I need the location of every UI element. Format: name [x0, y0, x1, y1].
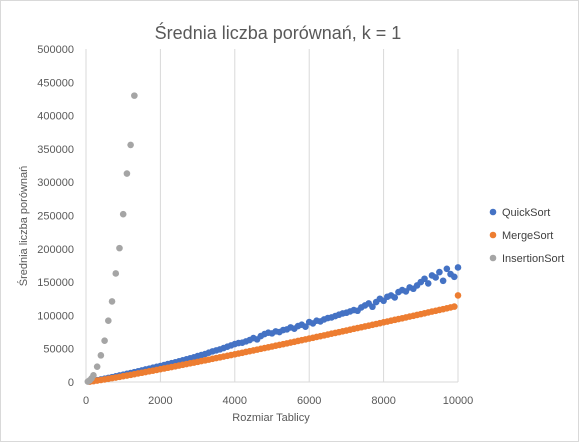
y-tick-label: 450000	[37, 77, 74, 89]
insertionsort-point	[90, 372, 97, 379]
x-tick-label: 6000	[297, 395, 321, 407]
legend: QuickSort MergeSort InsertionSort	[489, 207, 564, 265]
quicksort-point	[436, 268, 443, 276]
tick-layer: 0 2000 4000 6000 8000 10000050000100000150000…	[37, 44, 473, 407]
quicksort-point	[421, 275, 428, 283]
y-tick-label: 350000	[37, 144, 74, 156]
mergesort-point	[450, 303, 458, 310]
y-tick-label: 300000	[37, 177, 74, 189]
insertionsort-point	[123, 170, 131, 177]
x-axis-label: Rozmiar Tablicy	[232, 412, 310, 424]
y-tick-label: 400000	[37, 111, 74, 123]
axis-layer	[85, 49, 458, 383]
quicksort-point	[369, 303, 376, 311]
insertionsort-point	[97, 352, 105, 359]
legend-label-insertionsort: InsertionSort	[502, 253, 564, 265]
x-tick-label: 0	[83, 395, 89, 407]
legend-label-mergesort: MergeSort	[502, 230, 553, 242]
x-tick-label: 8000	[371, 395, 395, 407]
y-tick-label: 0	[68, 377, 74, 389]
quicksort-point	[454, 264, 462, 271]
grid-layer	[159, 49, 459, 382]
y-tick-label: 100000	[37, 310, 74, 322]
quicksort-point	[439, 277, 447, 285]
quicksort-point	[450, 273, 458, 281]
insertionsort-point	[112, 270, 120, 277]
legend-marker-quicksort	[489, 208, 497, 216]
quicksort-point	[432, 274, 439, 281]
y-tick-label: 200000	[37, 244, 74, 256]
series-quicksort	[86, 264, 462, 385]
quicksort-point	[302, 323, 309, 331]
y-axis-label: Średnia liczba porównań	[17, 166, 30, 286]
y-tick-label: 250000	[37, 211, 74, 223]
legend-marker-mergesort	[489, 231, 497, 239]
x-tick-label: 2000	[148, 395, 172, 407]
quicksort-point	[391, 294, 399, 301]
x-tick-label: 10000	[443, 395, 474, 407]
insertionsort-point	[116, 244, 123, 252]
insertionsort-point	[119, 210, 127, 218]
series-insertionsort	[84, 92, 138, 385]
insertionsort-point	[101, 337, 108, 345]
insertionsort-point	[108, 298, 116, 305]
y-tick-label: 500000	[37, 44, 74, 56]
x-tick-label: 4000	[223, 395, 247, 407]
chart-title: Średnia liczba porównań, k = 1	[155, 22, 402, 43]
points-layer	[84, 92, 462, 385]
mergesort-point	[454, 292, 462, 299]
series-mergesort	[86, 292, 462, 385]
quicksort-point	[424, 280, 432, 287]
legend-label-quicksort: QuickSort	[502, 207, 550, 219]
insertionsort-point	[105, 317, 112, 325]
insertionsort-point	[127, 141, 134, 149]
y-tick-label: 150000	[37, 277, 74, 289]
quicksort-point	[443, 265, 451, 273]
insertionsort-point	[131, 92, 138, 99]
insertionsort-point	[93, 363, 101, 370]
legend-marker-insertionsort	[489, 254, 497, 262]
y-tick-label: 50000	[43, 344, 74, 356]
